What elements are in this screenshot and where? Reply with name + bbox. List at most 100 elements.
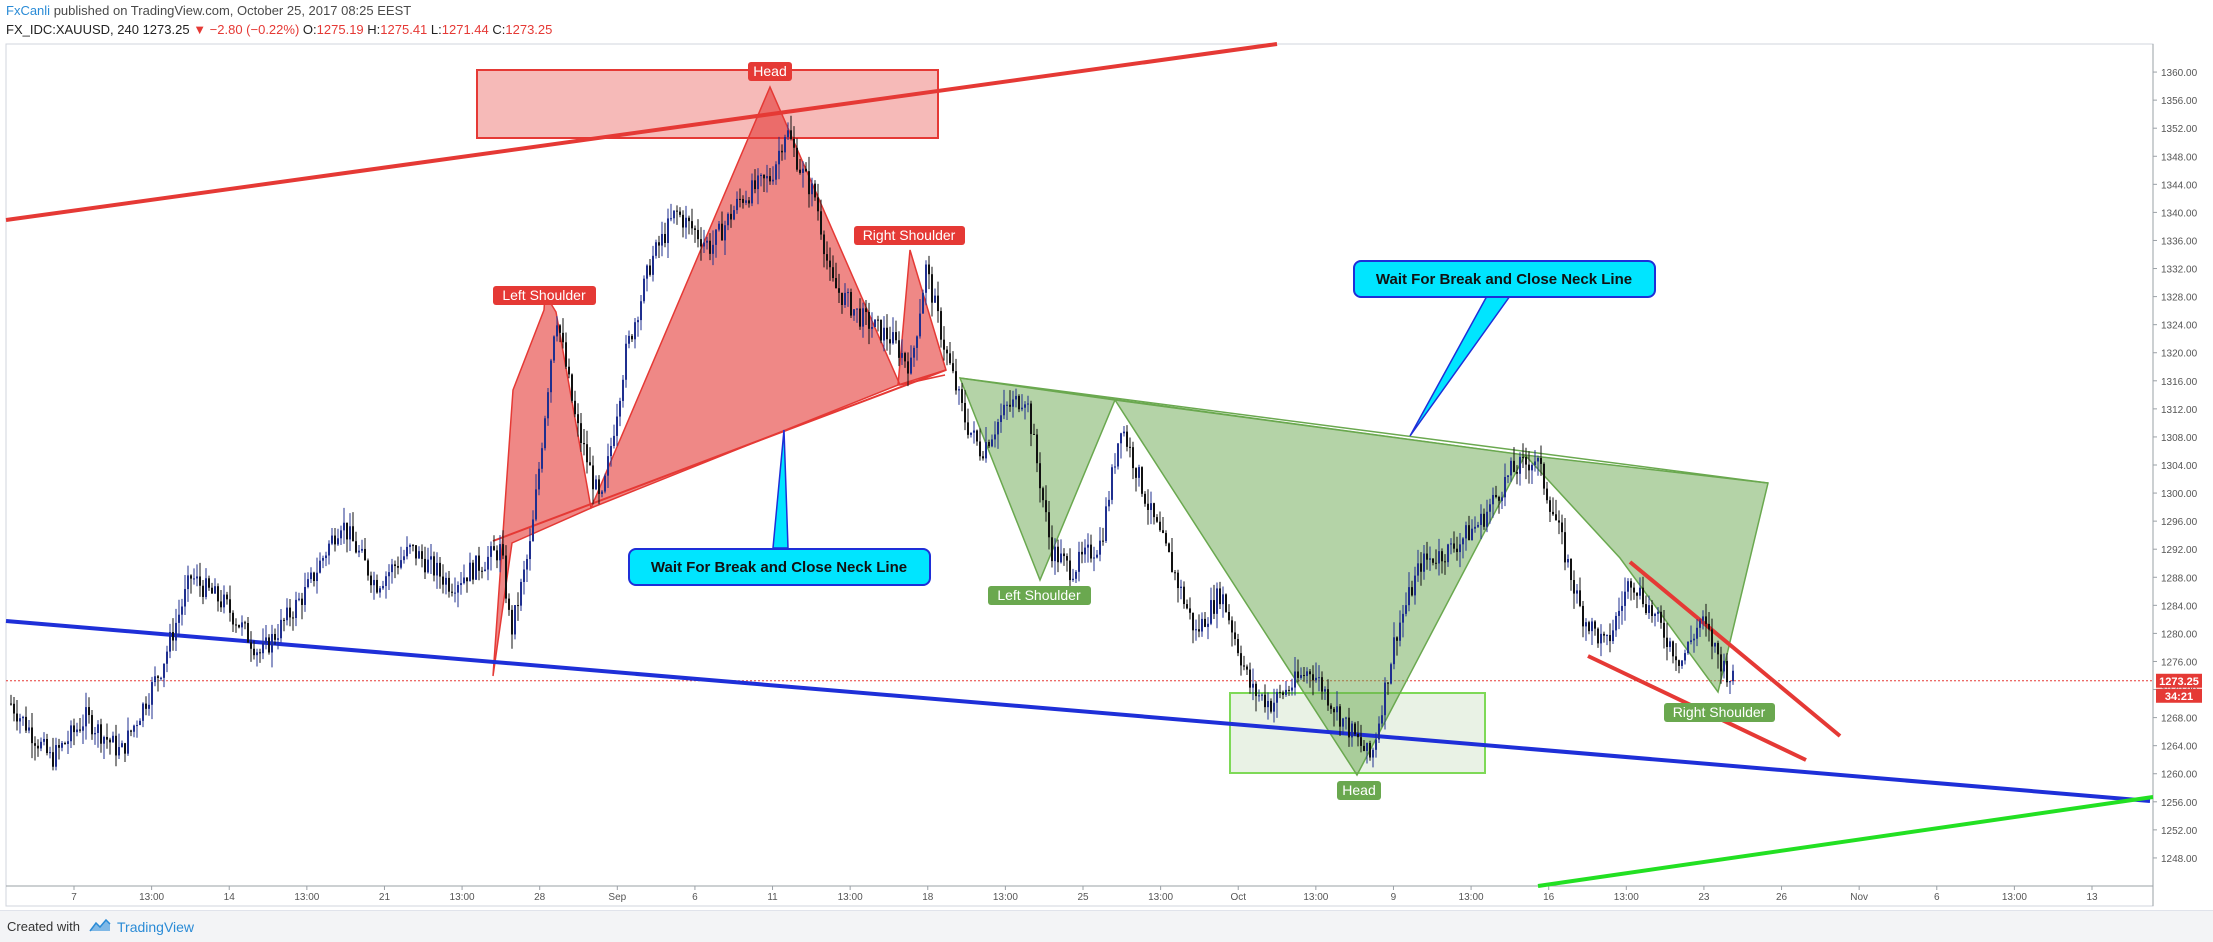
candle-body[interactable]: [802, 168, 804, 173]
candle-body[interactable]: [811, 183, 813, 195]
candle-body[interactable]: [895, 332, 897, 341]
candle-body[interactable]: [1192, 612, 1194, 631]
candle-body[interactable]: [535, 489, 537, 520]
candle-body[interactable]: [1006, 404, 1008, 406]
candle-body[interactable]: [730, 213, 732, 220]
candle-body[interactable]: [1075, 571, 1077, 579]
candle-body[interactable]: [505, 555, 507, 599]
candle-body[interactable]: [70, 725, 72, 742]
candle-body[interactable]: [1009, 404, 1011, 407]
candle-body[interactable]: [1681, 660, 1683, 666]
red-right-shoulder-label[interactable]: Right Shoulder: [854, 226, 965, 245]
candle-body[interactable]: [1390, 664, 1392, 684]
candle-body[interactable]: [682, 214, 684, 228]
candle-body[interactable]: [478, 555, 480, 571]
candle-body[interactable]: [76, 729, 78, 733]
candle-body[interactable]: [184, 589, 186, 607]
candle-body[interactable]: [1300, 675, 1302, 678]
candle-body[interactable]: [997, 422, 999, 435]
candle-body[interactable]: [640, 301, 642, 321]
candle-body[interactable]: [784, 137, 786, 153]
candle-body[interactable]: [412, 545, 414, 547]
candle-body[interactable]: [139, 720, 141, 726]
candle-body[interactable]: [829, 260, 831, 268]
candle-body[interactable]: [1294, 671, 1296, 688]
candle-body[interactable]: [331, 535, 333, 544]
candle-body[interactable]: [1216, 588, 1218, 614]
candle-body[interactable]: [268, 637, 270, 653]
candle-body[interactable]: [145, 703, 147, 709]
candle-body[interactable]: [1102, 540, 1104, 542]
candle-body[interactable]: [10, 703, 12, 705]
candle-body[interactable]: [607, 456, 609, 476]
candle-body[interactable]: [715, 229, 717, 245]
candle-body[interactable]: [202, 585, 204, 597]
candle-body[interactable]: [151, 682, 153, 705]
candle-body[interactable]: [499, 544, 501, 561]
candle-body[interactable]: [196, 576, 198, 579]
candle-body[interactable]: [1147, 503, 1149, 510]
candle-body[interactable]: [1399, 622, 1401, 641]
candle-body[interactable]: [865, 308, 867, 312]
candle-body[interactable]: [67, 741, 69, 744]
candle-body[interactable]: [538, 468, 540, 490]
candle-body[interactable]: [820, 211, 822, 235]
candle-body[interactable]: [1426, 553, 1428, 560]
candle-body[interactable]: [658, 242, 660, 246]
candle-body[interactable]: [1096, 554, 1098, 558]
candle-body[interactable]: [178, 614, 180, 623]
candle-body[interactable]: [544, 418, 546, 449]
candle-body[interactable]: [652, 255, 654, 275]
candle-body[interactable]: [733, 210, 735, 220]
red-resistance-zone[interactable]: [476, 69, 939, 139]
candle-body[interactable]: [262, 642, 264, 654]
candle-body[interactable]: [1654, 613, 1656, 617]
candle-body[interactable]: [1507, 475, 1509, 477]
candle-body[interactable]: [961, 389, 963, 403]
candle-body[interactable]: [1585, 622, 1587, 627]
candle-body[interactable]: [193, 578, 195, 580]
candle-body[interactable]: [1537, 458, 1539, 462]
candle-body[interactable]: [1381, 715, 1383, 724]
candle-body[interactable]: [85, 707, 87, 727]
candle-body[interactable]: [586, 444, 588, 463]
candle-body[interactable]: [679, 211, 681, 215]
candle-body[interactable]: [1093, 557, 1095, 559]
candle-body[interactable]: [757, 175, 759, 190]
candle-body[interactable]: [334, 535, 336, 545]
candle-body[interactable]: [1066, 556, 1068, 561]
red-head-label[interactable]: Head: [748, 62, 792, 81]
price-axis[interactable]: 1248.00 1252.00 1256.00 1260.00 1264.00 1268.…: [2153, 68, 2198, 865]
candle-body[interactable]: [181, 606, 183, 615]
candle-body[interactable]: [1396, 637, 1398, 641]
candle-body[interactable]: [1732, 670, 1734, 682]
candle-body[interactable]: [646, 265, 648, 279]
candle-body[interactable]: [604, 475, 606, 492]
red-left-shoulder-label[interactable]: Left Shoulder: [493, 286, 596, 305]
candle-body[interactable]: [970, 432, 972, 435]
green-head-label[interactable]: Head: [1337, 781, 1381, 800]
candle-body[interactable]: [1132, 447, 1134, 469]
candle-body[interactable]: [1126, 431, 1128, 447]
candle-body[interactable]: [1612, 630, 1614, 642]
candlestick-series[interactable]: [10, 115, 1734, 771]
candle-body[interactable]: [256, 652, 258, 656]
candle-body[interactable]: [1378, 723, 1380, 740]
candle-body[interactable]: [1252, 683, 1254, 688]
candle-body[interactable]: [1003, 404, 1005, 416]
candle-body[interactable]: [370, 575, 372, 586]
candle-body[interactable]: [1483, 513, 1485, 527]
candle-body[interactable]: [676, 210, 678, 212]
candle-body[interactable]: [1270, 700, 1272, 712]
candle-body[interactable]: [1099, 540, 1101, 555]
candle-body[interactable]: [1153, 503, 1155, 518]
candle-body[interactable]: [1564, 532, 1566, 563]
candle-body[interactable]: [430, 556, 432, 560]
candle-body[interactable]: [799, 169, 801, 173]
candle-body[interactable]: [976, 430, 978, 442]
candle-body[interactable]: [376, 579, 378, 593]
candle-body[interactable]: [82, 726, 84, 731]
candle-body[interactable]: [718, 223, 720, 230]
candle-body[interactable]: [1246, 666, 1248, 670]
candle-body[interactable]: [1195, 629, 1197, 631]
